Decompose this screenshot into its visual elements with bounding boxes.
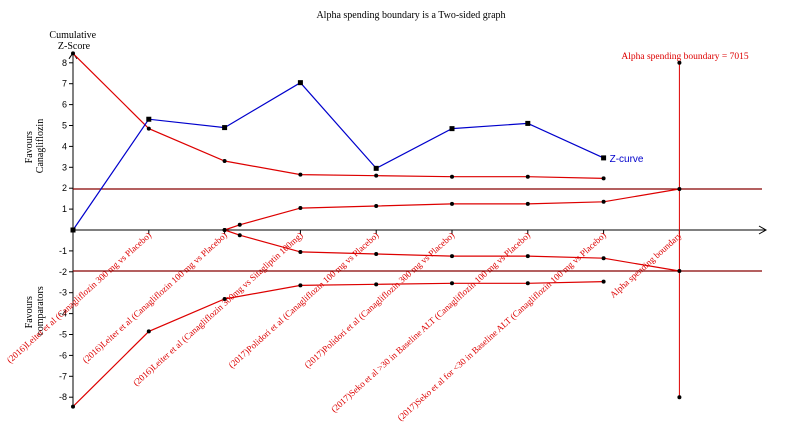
favours-top-line-1: Favours <box>24 131 35 163</box>
monitoring-boundary-upper-line <box>72 52 604 179</box>
futility-boundary-lower-point <box>237 233 242 238</box>
futility-boundary-upper-point <box>374 203 379 208</box>
futility-boundary-lower-line <box>224 229 680 272</box>
futility-boundary-lower-point <box>677 268 682 273</box>
monitoring-boundary-upper-point <box>298 172 303 177</box>
y-tick-label: 2 <box>62 183 67 193</box>
y-tick-label: -4 <box>59 309 67 319</box>
monitoring-boundary-lower-point <box>222 296 227 301</box>
favours-top-line-2: Canagliflozin <box>35 119 46 173</box>
monitoring-boundary-upper-point <box>222 159 227 164</box>
monitoring-boundary-lower-point <box>525 281 530 286</box>
alpha-spending-boundary-top-point <box>677 60 682 65</box>
y-tick-label: 1 <box>62 204 67 214</box>
z-curve-line <box>72 81 604 231</box>
alpha-spending-boundary-bottom-point <box>677 395 682 400</box>
futility-boundary-upper-point <box>525 201 530 206</box>
y-axis-label-line-2: Z-Score <box>58 41 91 52</box>
y-axis-label-line-1: Cumulative <box>49 30 96 41</box>
z-curve-point <box>297 80 303 86</box>
monitoring-boundary-upper-point <box>146 126 151 131</box>
y-tick-label: -7 <box>59 371 67 381</box>
monitoring-boundary-upper-point <box>71 51 75 56</box>
chart-marks: Alpha spending boundary = 7015 Z-curve <box>70 51 762 409</box>
y-tick-label: -3 <box>59 288 67 298</box>
monitoring-boundary-lower-line <box>72 281 604 408</box>
futility-boundary-upper-point <box>677 187 682 192</box>
favours-bottom-label: Favours comparators <box>24 286 46 336</box>
futility-boundary-upper-point <box>601 199 606 204</box>
x-axis-arrow <box>758 225 768 235</box>
monitoring-boundary-upper-point <box>374 173 379 178</box>
category-labels: (2016)Leiter et al (Canagliflozin 300 mg… <box>5 230 684 422</box>
y-tick-label: -8 <box>59 392 67 402</box>
y-tick-label: 5 <box>62 121 67 131</box>
x-category-label: Alpha spending boundary <box>608 230 684 300</box>
futility-boundary-lower-point <box>374 252 379 257</box>
monitoring-boundary-lower-point <box>374 282 379 287</box>
futility-boundary-lower-point <box>298 249 303 254</box>
z-curve-point <box>449 126 455 132</box>
monitoring-boundary-upper-point <box>450 174 454 179</box>
y-tick-label: 6 <box>62 100 67 110</box>
monitoring-boundary-upper-point <box>525 174 530 179</box>
futility-boundary-lower-point <box>525 254 530 259</box>
y-tick-label: -2 <box>59 267 67 277</box>
z-curve-label: Z-curve <box>610 154 644 165</box>
futility-boundary-upper-point <box>237 222 242 227</box>
z-curve-point <box>525 120 531 126</box>
x-category-label: (2016)Leiter et al (Canagliflozin 100 mg… <box>81 230 229 365</box>
favours-top-label: Favours Canagliflozin <box>24 119 46 173</box>
monitoring-boundary-lower-point <box>298 283 303 288</box>
monitoring-boundary-lower-point <box>601 279 606 284</box>
futility-boundary-lower-point <box>601 256 606 261</box>
alpha-spending-boundary-label: Alpha spending boundary = 7015 <box>621 52 749 62</box>
y-tick-label: -5 <box>59 330 67 340</box>
y-tick-label: 7 <box>62 79 67 89</box>
z-curve-point <box>70 227 76 233</box>
y-tick-label: 4 <box>62 141 67 151</box>
futility-boundary-upper-line <box>224 188 680 231</box>
futility-boundary-lower-point <box>450 254 454 259</box>
favours-bottom-line-2: comparators <box>35 286 46 336</box>
monitoring-boundary-lower-point <box>146 329 151 334</box>
z-curve-point <box>222 125 228 131</box>
monitoring-boundary-lower-point <box>71 404 75 409</box>
y-tick-label: 8 <box>62 58 67 68</box>
monitoring-boundary-upper-point <box>601 176 606 181</box>
z-curve-point <box>601 155 607 161</box>
y-axis-label: Cumulative Z-Score <box>49 30 98 52</box>
z-curve-point <box>373 165 379 171</box>
x-category-label: (2017)Polidori et al (Canagliflozin 100 … <box>227 230 381 370</box>
chart-title: Alpha spending boundary is a Two-sided g… <box>316 10 505 21</box>
y-tick-label: -6 <box>59 350 67 360</box>
y-tick-label: -1 <box>59 246 67 256</box>
futility-boundary-upper-point <box>298 206 303 211</box>
x-category-label: (2016)Leiter et al (Canagliflozin 300mg … <box>131 230 305 388</box>
z-curve-point <box>146 116 152 122</box>
x-category-label: (2017)Polidori et al (Canagliflozin 300 … <box>302 230 456 370</box>
futility-boundary-lower-point <box>222 228 227 232</box>
monitoring-boundary-lower-point <box>450 281 454 286</box>
y-tick-label: 3 <box>62 162 67 172</box>
axes: 8 7 6 5 4 3 2 1 -1 -2 -3 -4 -5 -6 -7 -8 <box>59 51 768 406</box>
futility-boundary-upper-point <box>450 201 454 206</box>
favours-bottom-line-1: Favours <box>24 296 35 328</box>
